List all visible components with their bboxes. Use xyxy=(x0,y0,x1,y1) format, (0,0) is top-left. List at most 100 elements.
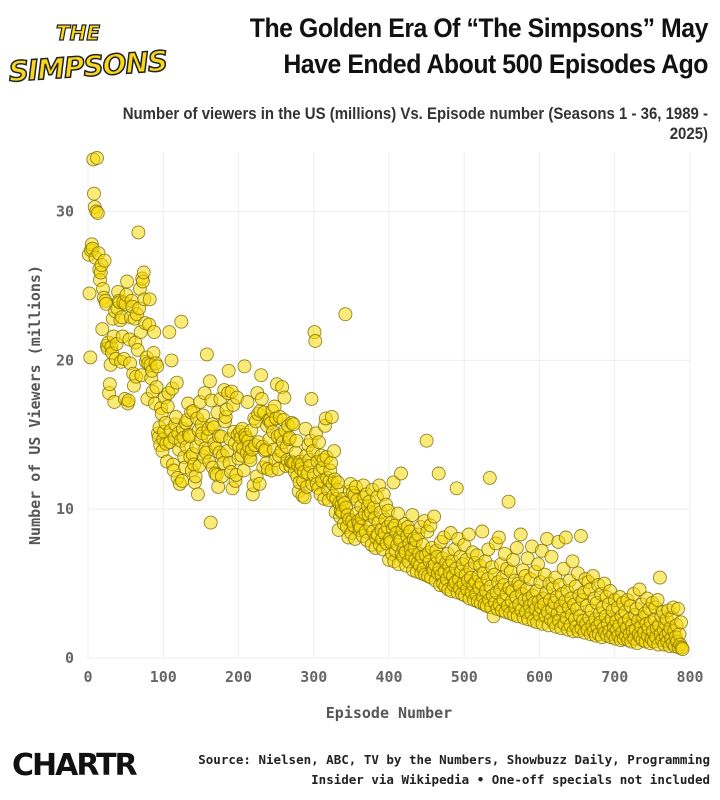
x-tick-label: 600 xyxy=(526,668,553,686)
data-point xyxy=(501,494,516,509)
data-point xyxy=(130,342,145,357)
data-point xyxy=(162,325,177,340)
data-point xyxy=(147,325,162,340)
data-point xyxy=(520,551,535,566)
data-point xyxy=(131,225,146,240)
data-point xyxy=(90,151,104,165)
data-point xyxy=(327,444,342,459)
data-point xyxy=(83,350,98,365)
x-tick-label: 100 xyxy=(150,668,177,686)
data-point xyxy=(90,206,105,220)
x-tick-label: 200 xyxy=(225,668,252,686)
data-point xyxy=(312,435,326,450)
data-point xyxy=(254,368,269,383)
data-point xyxy=(277,390,292,405)
data-point xyxy=(120,274,135,289)
data-point xyxy=(324,456,339,470)
source-line-1: Source: Nielsen, ABC, TV by the Numbers,… xyxy=(198,752,710,767)
data-point xyxy=(142,292,157,307)
data-point xyxy=(565,554,580,569)
data-point xyxy=(531,557,545,572)
data-point xyxy=(199,347,214,362)
data-point xyxy=(544,549,559,564)
data-point xyxy=(449,481,464,496)
y-tick-label: 0 xyxy=(65,649,74,667)
data-point xyxy=(304,392,319,406)
title-line-1: The Golden Era Of “The Simpsons” May xyxy=(249,13,709,43)
page-title: The Golden Era Of “The Simpsons” May Hav… xyxy=(230,10,709,82)
data-point xyxy=(102,377,117,392)
data-point xyxy=(386,475,401,490)
y-tick-label: 10 xyxy=(56,500,74,518)
data-point xyxy=(150,359,165,374)
simpsons-logo-art: THE SIMPSONS xyxy=(7,20,169,89)
data-point xyxy=(491,530,506,545)
data-point xyxy=(252,476,267,491)
logo-text-top: THE xyxy=(56,21,100,45)
data-point xyxy=(431,466,446,481)
x-tick-label: 500 xyxy=(451,668,478,686)
data-point xyxy=(330,475,345,490)
data-point xyxy=(196,408,211,423)
data-point xyxy=(652,570,667,585)
data-point xyxy=(308,334,323,348)
data-point xyxy=(236,463,251,478)
data-point xyxy=(671,601,685,616)
data-point xyxy=(513,527,528,542)
data-point xyxy=(632,582,647,597)
data-point xyxy=(506,552,521,567)
data-point xyxy=(136,265,151,280)
data-point xyxy=(461,527,476,542)
data-point xyxy=(558,530,573,545)
y-tick-label: 20 xyxy=(56,351,74,369)
data-point xyxy=(650,593,665,607)
data-point xyxy=(203,515,218,530)
x-tick-label: 300 xyxy=(300,668,327,686)
data-point xyxy=(82,286,97,301)
chart-subtitle: Number of viewers in the US (millions) V… xyxy=(122,104,708,143)
x-tick-label: 800 xyxy=(676,668,703,686)
y-axis-label: Number of US Viewers (millions) xyxy=(26,265,44,545)
data-point xyxy=(254,392,269,406)
source-note: Source: Nielsen, ABC, TV by the Numbers,… xyxy=(130,750,710,790)
data-point xyxy=(338,307,353,322)
simpsons-logo: THE SIMPSONS xyxy=(7,10,169,90)
data-point xyxy=(419,433,434,448)
data-point xyxy=(174,314,189,329)
data-point xyxy=(87,186,101,201)
data-point xyxy=(482,470,497,485)
data-point xyxy=(121,393,136,408)
x-tick-label: 400 xyxy=(375,668,402,686)
data-point xyxy=(475,524,490,539)
data-point xyxy=(97,253,112,268)
data-point xyxy=(202,374,217,389)
data-point xyxy=(509,540,524,555)
data-point xyxy=(391,506,405,521)
x-tick-label: 700 xyxy=(601,668,628,686)
chart-points xyxy=(81,151,690,657)
y-tick-label: 30 xyxy=(56,203,74,221)
data-point xyxy=(324,409,339,424)
logo-text-bottom: SIMPSONS xyxy=(8,45,168,89)
chartr-logo: CHARTR xyxy=(12,748,138,783)
data-point xyxy=(674,615,688,630)
x-axis-label: Episode Number xyxy=(326,704,452,722)
data-point xyxy=(149,380,164,395)
data-point xyxy=(675,642,690,657)
data-point xyxy=(289,433,304,448)
data-point xyxy=(405,508,420,523)
title-line-2: Have Ended About 500 Episodes Ago xyxy=(283,49,708,79)
data-point xyxy=(164,353,179,368)
data-point xyxy=(237,359,252,374)
data-point xyxy=(95,322,110,337)
data-point xyxy=(240,395,255,409)
data-point xyxy=(286,417,301,432)
data-point xyxy=(169,375,184,390)
data-point xyxy=(427,509,442,524)
data-point xyxy=(190,487,205,502)
data-point xyxy=(573,529,588,543)
source-line-2: Insider via Wikipedia • One-off specials… xyxy=(311,772,710,787)
x-tick-label: 0 xyxy=(83,668,92,686)
